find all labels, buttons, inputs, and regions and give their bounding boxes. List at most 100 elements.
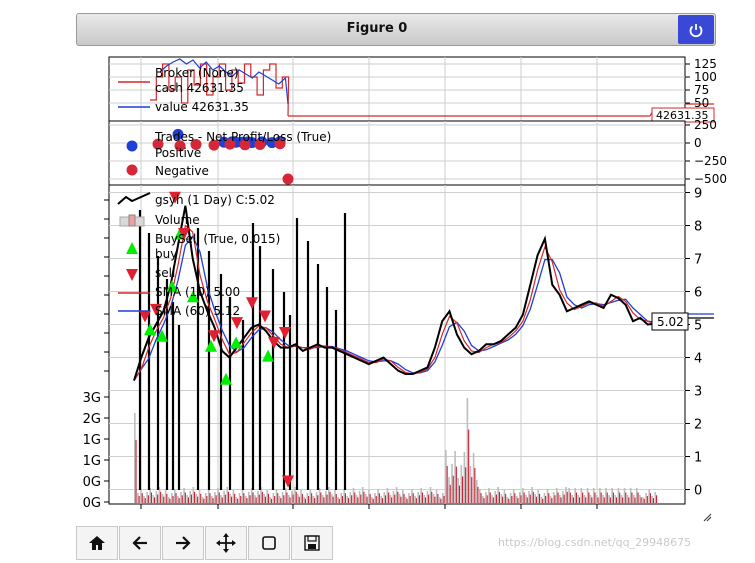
sell-marker xyxy=(259,310,271,323)
volume-bar xyxy=(295,491,297,503)
volume-bar xyxy=(223,491,225,503)
volume-bar xyxy=(509,493,512,503)
volume-bar xyxy=(648,489,650,503)
volume-bar xyxy=(280,498,282,503)
volume-bar xyxy=(369,493,371,503)
volume-bar xyxy=(267,493,269,503)
back-button[interactable] xyxy=(119,526,161,560)
volume-bar xyxy=(211,496,213,503)
legend-sma10-label: SMA (10) 5.00 xyxy=(155,285,240,299)
sma60-line xyxy=(133,235,656,381)
volume-bar xyxy=(566,491,568,503)
volume-bar xyxy=(586,488,589,503)
volume-bar xyxy=(291,491,293,503)
volume-bar xyxy=(321,495,324,503)
volume-bar xyxy=(344,493,346,503)
sell-marker xyxy=(268,336,280,349)
volume-bar xyxy=(366,496,368,503)
volume-bar xyxy=(522,488,524,503)
zoom-button[interactable] xyxy=(248,526,290,560)
volume-bar xyxy=(420,488,422,503)
volume-bar xyxy=(640,497,642,503)
volume-bar xyxy=(534,494,536,503)
volume-bar xyxy=(614,495,617,503)
pan-button[interactable] xyxy=(205,526,247,560)
volume-bar xyxy=(451,464,453,503)
volume-bar xyxy=(557,492,559,503)
volume-bar xyxy=(434,496,436,503)
trades-tick-label: −500 xyxy=(694,172,727,186)
volume-bar xyxy=(137,493,139,503)
volume-bar xyxy=(492,497,494,503)
sell-marker xyxy=(178,228,190,240)
volume-bar xyxy=(469,466,472,503)
volume-bar xyxy=(146,492,148,503)
power-button[interactable] xyxy=(678,15,714,44)
volume-bar xyxy=(292,494,294,503)
volume-bar xyxy=(289,497,291,503)
volume-bar xyxy=(375,496,377,503)
volume-bar xyxy=(340,493,342,503)
volume-bar xyxy=(352,488,355,503)
trade-negative-point xyxy=(274,138,286,150)
price-grid xyxy=(109,185,685,504)
sell-marker xyxy=(139,310,151,323)
volume-bar xyxy=(152,495,155,503)
volume-bar xyxy=(643,498,645,503)
volume-bar xyxy=(315,492,318,503)
volume-bar xyxy=(411,489,413,503)
volume-bar xyxy=(244,496,247,503)
save-disk-icon xyxy=(304,535,320,551)
forward-button[interactable] xyxy=(162,526,204,560)
volume-bar xyxy=(529,494,531,503)
price-tick-label: 5 xyxy=(694,319,702,334)
volume-tick-label: 0G xyxy=(83,475,101,490)
volume-bar xyxy=(585,497,587,503)
volume-bar xyxy=(260,487,262,503)
volume-bar xyxy=(329,491,331,503)
sell-markers xyxy=(139,191,294,488)
volume-bar xyxy=(563,494,565,503)
volume-bar xyxy=(642,497,644,503)
volume-bar xyxy=(646,496,648,503)
sell-marker xyxy=(279,327,291,339)
volume-bar xyxy=(257,491,259,503)
volume-bar xyxy=(537,490,540,503)
sell-marker xyxy=(208,330,220,343)
volume-tick-label: 1G xyxy=(83,433,101,448)
volume-bar xyxy=(215,495,217,503)
volume-bar xyxy=(651,496,653,503)
trades-y-ticks: 250 0 −250 −500 xyxy=(685,118,727,186)
price-tick-label: 6 xyxy=(694,286,702,301)
volume-bar xyxy=(275,489,278,503)
save-button[interactable] xyxy=(291,526,333,560)
volume-bar xyxy=(237,498,239,503)
volume-bar xyxy=(414,496,416,503)
volume-bar xyxy=(498,491,500,503)
trade-negative-point xyxy=(239,139,251,151)
volume-bar xyxy=(457,478,459,503)
volume-bar xyxy=(201,497,204,503)
volume-bar xyxy=(491,495,493,503)
volume-bar xyxy=(429,487,432,503)
legend-negative-marker xyxy=(126,164,138,176)
volume-bar xyxy=(394,494,396,503)
volume-bar xyxy=(625,492,627,503)
volume-bar xyxy=(204,493,207,503)
volume-bar xyxy=(161,494,164,503)
home-button[interactable] xyxy=(76,526,118,560)
volume-bar xyxy=(526,497,528,503)
sell-marker xyxy=(169,191,181,204)
volume-bar xyxy=(354,492,356,503)
broker-tick-label: 125 xyxy=(694,57,717,71)
volume-bar xyxy=(184,492,186,503)
volume-bar xyxy=(240,496,242,503)
volume-bar xyxy=(523,492,525,503)
volume-bar xyxy=(594,492,596,503)
legend-sma60-label: SMA (60) 5.12 xyxy=(155,304,240,318)
price-tick-label: 7 xyxy=(694,253,702,268)
volume-bar xyxy=(248,492,250,503)
volume-bar xyxy=(602,495,604,503)
volume-bar xyxy=(588,492,590,503)
